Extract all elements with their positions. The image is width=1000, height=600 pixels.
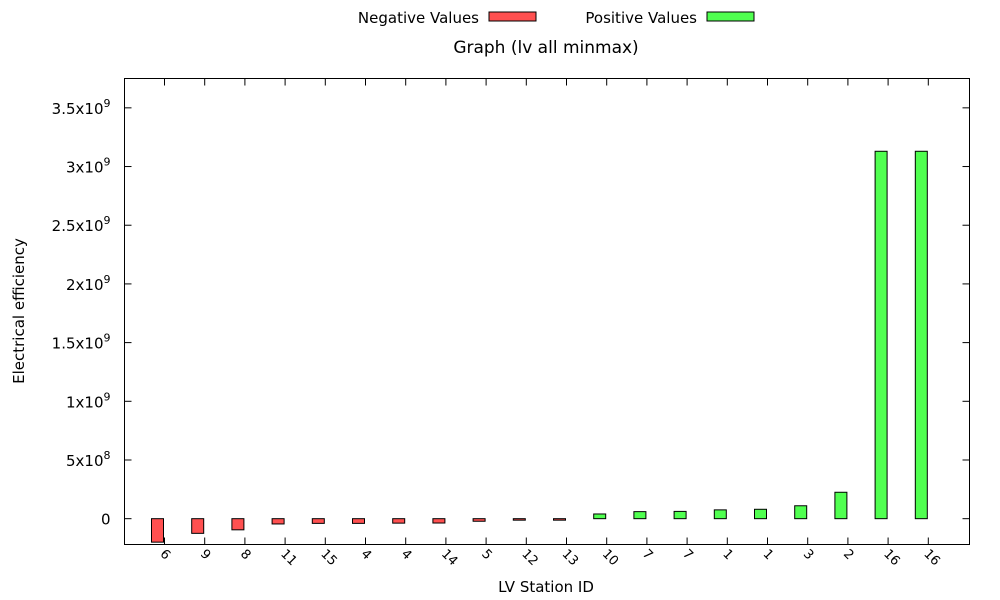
x-tick-label: 7 (639, 547, 655, 563)
x-axis-label: LV Station ID (498, 578, 594, 596)
y-tick-label: 2x109 (66, 273, 111, 294)
y-tick-label: 5x108 (66, 449, 111, 470)
x-tick-label: 16 (920, 547, 942, 569)
x-axis: 6 9 8 11 15 4 4 14 5 12 13 10 7 7 1 1 3 2 16 16 (157, 78, 943, 569)
x-tick-label: 3 (800, 547, 816, 563)
legend-label-negative: Negative Values (358, 9, 479, 27)
y-axis-label: Electrical efficiency (10, 238, 28, 384)
bar-positive-11 (593, 513, 607, 520)
x-tick-label: 7 (679, 547, 695, 563)
x-tick-label: 13 (559, 547, 581, 569)
x-tick-label: 5 (478, 547, 494, 563)
bar-positive-15 (754, 508, 767, 520)
plot-area (124, 78, 970, 545)
bar-negative-9 (512, 518, 526, 521)
x-tick-label: 2 (840, 547, 856, 563)
y-tick-label: 2.5x109 (52, 214, 111, 235)
y-tick-label: 3.5x109 (52, 97, 111, 118)
legend-label-positive: Positive Values (585, 9, 697, 27)
chart-title: Graph (lv all minmax) (453, 38, 638, 58)
x-tick-label: 9 (197, 547, 213, 563)
bar-positive-13 (673, 510, 687, 520)
x-tick-label: 12 (518, 547, 540, 569)
bar-negative-10 (553, 518, 566, 521)
y-tick-label: 3x109 (66, 156, 111, 177)
bar-positive-19 (914, 150, 928, 520)
bar-positive-18 (874, 150, 888, 520)
legend: Negative Values Positive Values (358, 9, 755, 27)
bar-negative-7 (432, 518, 446, 524)
bar-negative-2 (231, 518, 245, 531)
bars (151, 150, 928, 543)
bar-negative-0 (151, 518, 164, 543)
x-tick-label: 11 (277, 547, 299, 569)
bar-negative-6 (392, 518, 406, 524)
x-tick-label: 6 (157, 547, 173, 563)
x-tick-label: 15 (317, 547, 339, 569)
x-tick-label: 4 (358, 547, 374, 563)
y-tick-label: 0 (101, 511, 111, 529)
bar-negative-3 (271, 518, 285, 525)
x-tick-label: 4 (398, 547, 414, 563)
y-tick-label: 1.5x109 (52, 332, 111, 353)
bar-negative-8 (472, 518, 486, 522)
bar-negative-4 (311, 518, 325, 524)
x-tick-label: 1 (760, 547, 776, 563)
y-tick-label: 1x109 (66, 390, 111, 411)
x-tick-label: 1 (719, 547, 735, 563)
bar-negative-1 (191, 518, 205, 534)
legend-swatch-negative (488, 11, 537, 22)
x-tick-label: 14 (438, 547, 460, 569)
y-axis: 0 5x108 1x109 1.5x109 2x109 2.5x109 3x109 3.5x1… (52, 97, 970, 529)
legend-swatch-positive (706, 11, 755, 22)
bar-positive-14 (713, 509, 727, 520)
bar-positive-17 (834, 491, 848, 520)
x-tick-label: 8 (237, 547, 253, 563)
x-tick-label: 16 (880, 547, 902, 569)
x-tick-label: 10 (599, 547, 621, 569)
bar-positive-16 (794, 505, 808, 520)
bar-positive-12 (633, 511, 647, 520)
bar-negative-5 (352, 518, 365, 524)
